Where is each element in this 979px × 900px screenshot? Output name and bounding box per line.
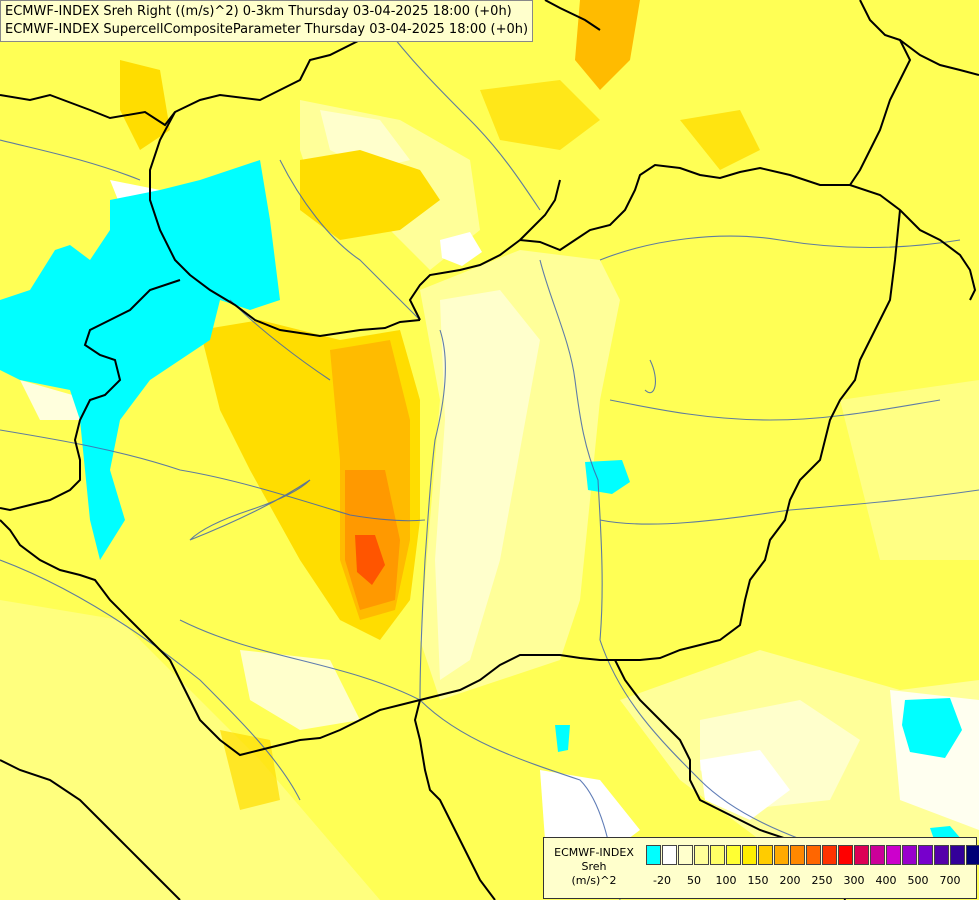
legend-tick-label: 400 — [875, 874, 897, 887]
legend-tick-label: 100 — [715, 874, 737, 887]
legend-tick-label: 500 — [907, 874, 929, 887]
legend-swatch — [854, 845, 869, 865]
legend-swatch — [710, 845, 725, 865]
legend-swatch — [806, 845, 821, 865]
legend-swatch — [790, 845, 805, 865]
legend-swatch — [966, 845, 979, 865]
legend-swatch — [758, 845, 773, 865]
legend-unit: (m/s)^2 — [571, 874, 617, 887]
legend-variable: Sreh — [581, 860, 607, 873]
legend-swatch — [742, 845, 757, 865]
legend-swatch — [838, 845, 853, 865]
legend-tick-label: 250 — [811, 874, 833, 887]
legend-swatch — [886, 845, 901, 865]
rivers — [0, 19, 979, 900]
legend-swatches — [646, 845, 979, 865]
legend-swatch — [678, 845, 693, 865]
legend-model: ECMWF-INDEX — [554, 846, 634, 859]
legend-swatch — [950, 845, 965, 865]
legend-tick-label: 700 — [939, 874, 961, 887]
legend-tick-label: 300 — [843, 874, 865, 887]
legend-swatch — [694, 845, 709, 865]
legend-swatch — [918, 845, 933, 865]
legend-tick-label: 150 — [747, 874, 769, 887]
title-line-1: ECMWF-INDEX Sreh Right ((m/s)^2) 0-3km T… — [5, 4, 512, 19]
legend-swatch — [646, 845, 661, 865]
legend-swatch — [774, 845, 789, 865]
legend-swatch — [934, 845, 949, 865]
color-legend: ECMWF-INDEX Sreh (m/s)^2 -20 50 100 150 200 2… — [543, 837, 979, 899]
legend-title: ECMWF-INDEX Sreh (m/s)^2 — [548, 846, 640, 888]
legend-swatch — [726, 845, 741, 865]
legend-tick-label: 200 — [779, 874, 801, 887]
legend-swatch — [870, 845, 885, 865]
legend-swatch — [902, 845, 917, 865]
map-title: ECMWF-INDEX Sreh Right ((m/s)^2) 0-3km T… — [0, 0, 534, 42]
cyan-areas — [0, 160, 962, 842]
legend-swatch — [662, 845, 677, 865]
legend-swatch — [822, 845, 837, 865]
title-line-2: ECMWF-INDEX SupercellCompositeParameter … — [5, 22, 529, 37]
legend-ticks: -20 50 100 150 200 250 300 400 500 700 — [646, 874, 976, 888]
orange-areas — [120, 0, 760, 810]
legend-tick-label: 50 — [687, 874, 701, 887]
legend-tick-label: -20 — [653, 874, 671, 887]
